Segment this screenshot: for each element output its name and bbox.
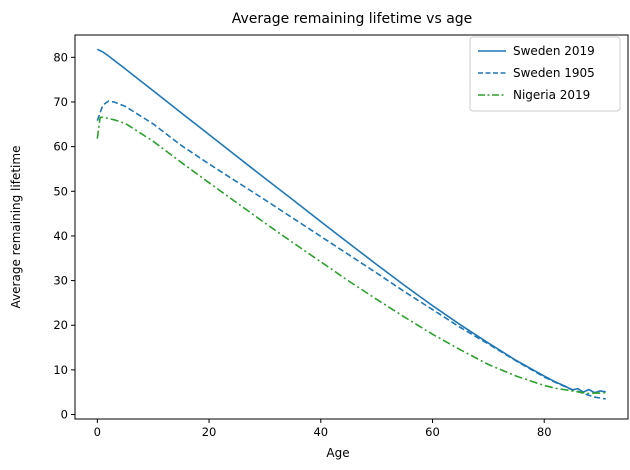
x-tick-label: 40 xyxy=(313,425,328,439)
legend-label-0: Sweden 2019 xyxy=(513,44,595,58)
chart-title: Average remaining lifetime vs age xyxy=(232,11,473,27)
y-tick-label: 40 xyxy=(53,229,68,243)
y-axis: 0 10 20 30 40 50 60 70 80 xyxy=(53,50,75,422)
x-tick-label: 20 xyxy=(202,425,217,439)
y-axis-label: Average remaining lifetime xyxy=(9,146,23,309)
x-tick-label: 60 xyxy=(425,425,440,439)
legend: Sweden 2019 Sweden 1905 Nigeria 2019 xyxy=(469,36,621,112)
legend-label-2: Nigeria 2019 xyxy=(513,88,590,102)
series-line-1 xyxy=(96,100,606,400)
legend-label-1: Sweden 1905 xyxy=(513,66,595,80)
y-tick-label: 80 xyxy=(53,50,68,64)
legend-box xyxy=(469,36,621,112)
series-layer xyxy=(96,48,606,400)
series-line-2 xyxy=(96,116,606,395)
y-tick-label: 20 xyxy=(53,318,68,332)
series-line-0 xyxy=(96,48,606,394)
y-tick-label: 50 xyxy=(53,184,68,198)
y-tick-label: 10 xyxy=(53,363,68,377)
x-tick-label: 80 xyxy=(537,425,552,439)
y-tick-label: 30 xyxy=(53,274,68,288)
x-axis-label: Age xyxy=(326,446,349,460)
y-tick-label: 60 xyxy=(53,140,68,154)
plot-frame xyxy=(74,34,629,420)
y-tick-label: 0 xyxy=(61,408,68,422)
x-tick-label: 0 xyxy=(94,425,101,439)
y-tick-label: 70 xyxy=(53,95,68,109)
x-axis: 0 20 40 60 80 xyxy=(94,419,552,439)
plot-area: 0 20 40 60 80 0 10 20 30 40 50 60 70 80 xyxy=(53,34,629,439)
